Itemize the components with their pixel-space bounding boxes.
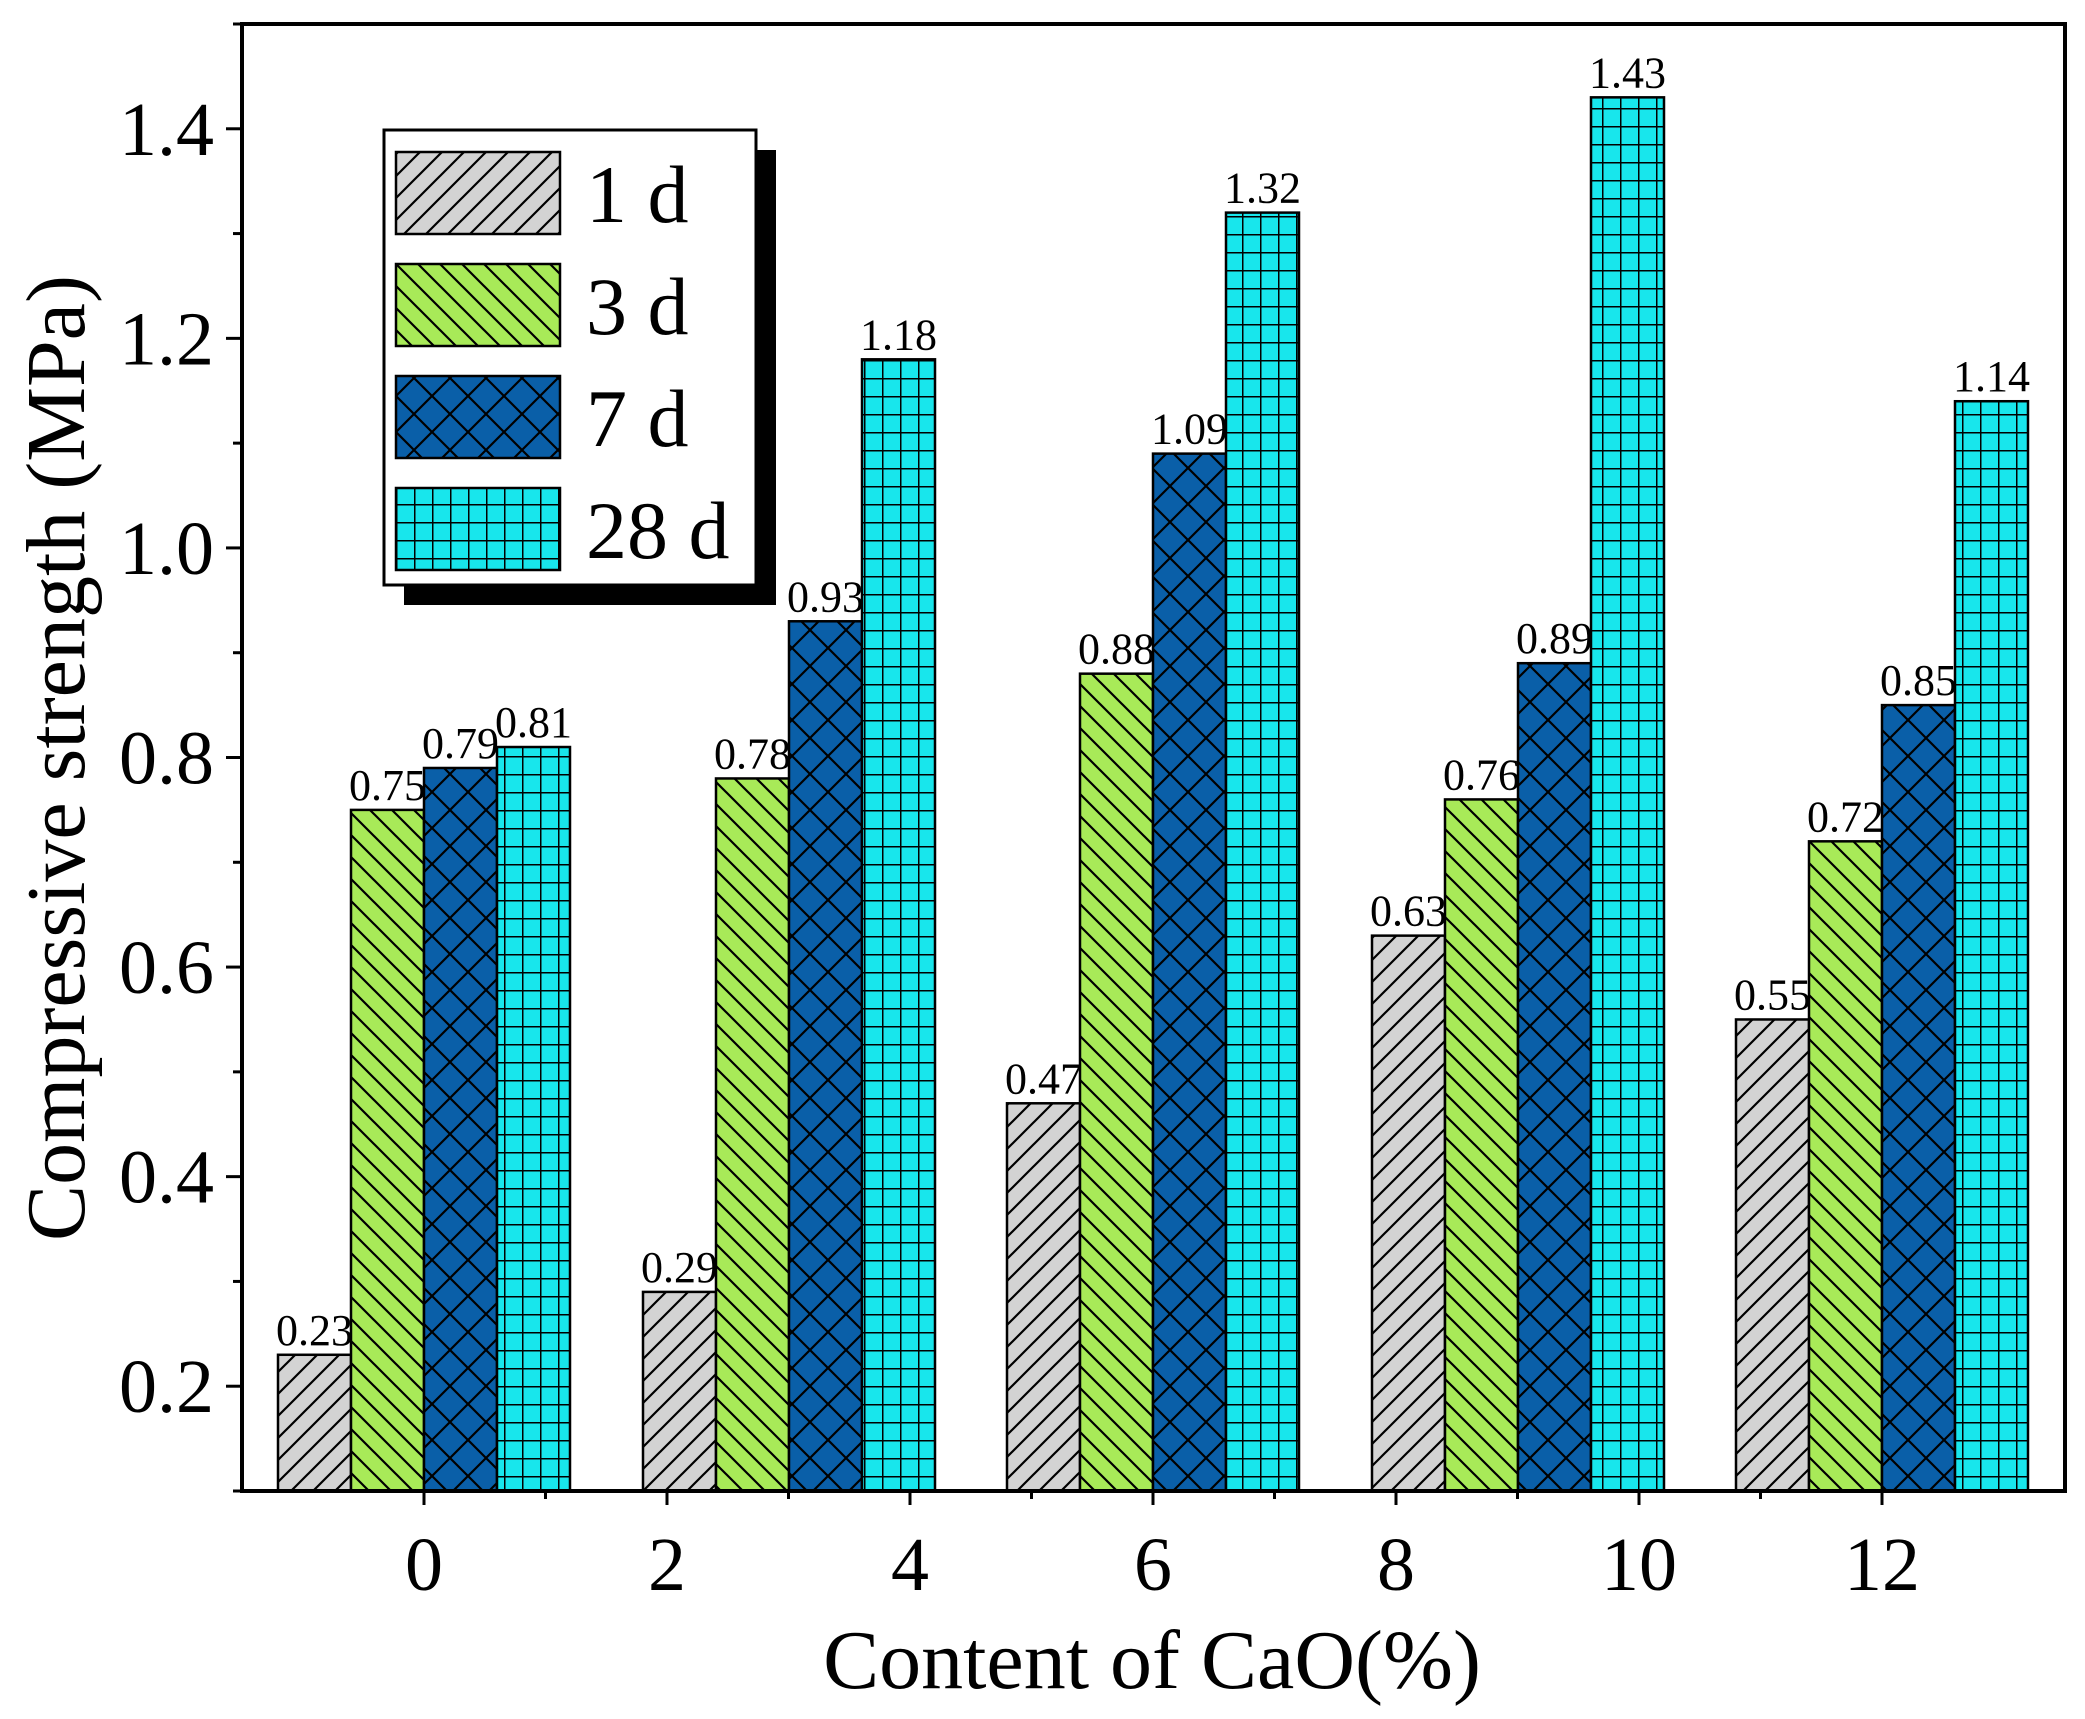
bar-28d-group-4 bbox=[1589, 96, 1666, 1493]
legend-swatch-3d bbox=[394, 262, 562, 348]
bar-1d-group-2 bbox=[641, 1290, 718, 1493]
y-tick-label: 1.4 bbox=[119, 88, 214, 172]
x-axis: 0 2 4 6 8 10 12 bbox=[405, 1491, 1920, 1607]
legend-label-28d: 28 d bbox=[586, 485, 730, 576]
legend-swatch-28d bbox=[394, 486, 562, 572]
legend-label-7d: 7 d bbox=[586, 373, 689, 464]
data-label-28d-group-4: 1.43 bbox=[1589, 48, 1666, 97]
x-tick-label: 0 bbox=[405, 1523, 443, 1607]
legend-swatch-1d bbox=[394, 150, 562, 236]
bar-3d-group-5 bbox=[1807, 840, 1884, 1493]
legend-label-1d: 1 d bbox=[586, 149, 689, 240]
bar-7d-group-4 bbox=[1516, 661, 1593, 1493]
legend-items: 1 d 3 d 7 d 28 d bbox=[394, 149, 730, 576]
data-label-28d-group-1: 0.81 bbox=[495, 698, 572, 747]
bar-1d-group-1 bbox=[276, 1353, 353, 1493]
bar-28d-group-3 bbox=[1224, 211, 1301, 1493]
y-axis: 0.2 0.4 0.6 0.8 1.0 1.2 1.4 bbox=[119, 22, 242, 1493]
data-label-1d-group-3: 0.47 bbox=[1005, 1054, 1082, 1103]
legend-swatch-7d bbox=[394, 374, 562, 460]
data-label-1d-group-4: 0.63 bbox=[1370, 887, 1447, 936]
x-tick-label: 6 bbox=[1134, 1523, 1172, 1607]
data-label-1d-group-5: 0.55 bbox=[1734, 970, 1811, 1019]
data-label-7d-group-3: 1.09 bbox=[1151, 405, 1228, 454]
data-label-7d-group-5: 0.85 bbox=[1880, 656, 1957, 705]
x-tick-label: 2 bbox=[648, 1523, 686, 1607]
x-axis-title: Content of CaO(%) bbox=[823, 1614, 1481, 1707]
x-tick-label: 4 bbox=[891, 1523, 929, 1607]
bar-7d-group-2 bbox=[787, 620, 864, 1493]
y-tick-label: 1.2 bbox=[119, 297, 214, 381]
bar-7d-group-1 bbox=[422, 766, 499, 1493]
bar-1d-group-3 bbox=[1005, 1102, 1082, 1493]
legend: 1 d 3 d 7 d 28 d bbox=[382, 128, 776, 605]
bar-3d-group-2 bbox=[714, 777, 791, 1493]
x-tick-label: 10 bbox=[1601, 1523, 1677, 1607]
legend-label-3d: 3 d bbox=[586, 261, 689, 352]
bar-3d-group-3 bbox=[1078, 672, 1155, 1493]
bar-3d-group-1 bbox=[349, 808, 426, 1493]
data-label-3d-group-4: 0.76 bbox=[1443, 750, 1520, 799]
bar-3d-group-4 bbox=[1443, 798, 1520, 1493]
data-label-28d-group-3: 1.32 bbox=[1224, 164, 1301, 213]
data-label-3d-group-1: 0.75 bbox=[349, 761, 426, 810]
y-tick-label: 0.4 bbox=[119, 1136, 214, 1220]
data-label-7d-group-4: 0.89 bbox=[1516, 614, 1593, 663]
data-label-3d-group-5: 0.72 bbox=[1807, 792, 1884, 841]
y-tick-label: 0.2 bbox=[119, 1345, 214, 1429]
data-label-28d-group-5: 1.14 bbox=[1953, 352, 2030, 401]
x-tick-label: 8 bbox=[1377, 1523, 1415, 1607]
bar-1d-group-5 bbox=[1734, 1018, 1811, 1493]
data-label-28d-group-2: 1.18 bbox=[860, 310, 937, 359]
data-label-7d-group-2: 0.93 bbox=[787, 572, 864, 621]
data-label-3d-group-2: 0.78 bbox=[714, 729, 791, 778]
y-tick-label: 1.0 bbox=[119, 507, 214, 591]
bars-layer bbox=[276, 96, 2030, 1493]
bar-28d-group-2 bbox=[860, 358, 937, 1493]
bar-7d-group-3 bbox=[1151, 452, 1228, 1493]
bar-7d-group-5 bbox=[1880, 703, 1957, 1493]
data-label-1d-group-2: 0.29 bbox=[641, 1243, 718, 1292]
bar-28d-group-5 bbox=[1953, 399, 2030, 1493]
bar-28d-group-1 bbox=[495, 745, 572, 1493]
bar-1d-group-4 bbox=[1370, 934, 1447, 1493]
data-label-3d-group-3: 0.88 bbox=[1078, 625, 1155, 674]
y-tick-label: 0.6 bbox=[119, 926, 214, 1010]
data-label-7d-group-1: 0.79 bbox=[422, 719, 499, 768]
y-tick-label: 0.8 bbox=[119, 717, 214, 801]
bar-labels-layer: 0.23 0.29 0.47 0.63 0.55 0.75 0.78 0.88 0.76 0.72… bbox=[276, 48, 2030, 1354]
x-tick-label: 12 bbox=[1844, 1523, 1920, 1607]
y-axis-title: Compressive strength (MPa) bbox=[10, 275, 103, 1241]
data-label-1d-group-1: 0.23 bbox=[276, 1306, 353, 1355]
